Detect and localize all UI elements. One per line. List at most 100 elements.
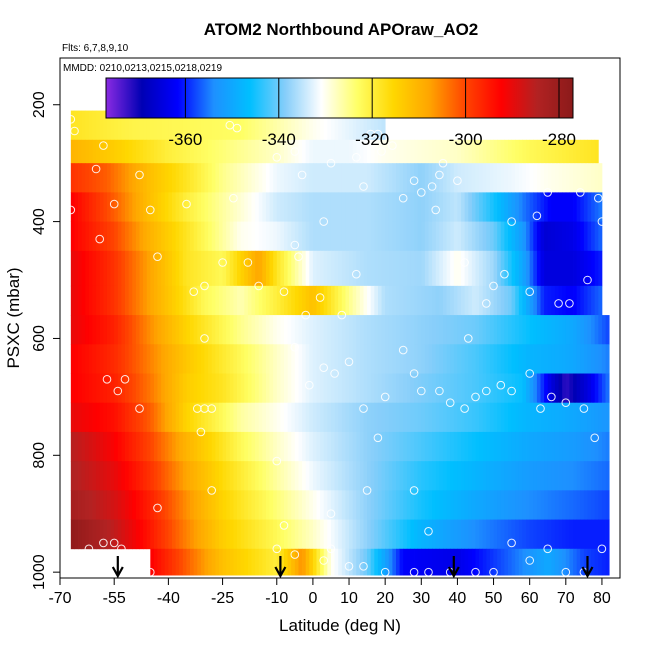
heatmap-cell [442, 519, 447, 550]
heatmap-cell [515, 221, 520, 252]
sample-point [290, 240, 300, 250]
heatmap-cell [215, 461, 220, 491]
heatmap-cell [150, 373, 155, 404]
heatmap-cell [182, 548, 187, 576]
heatmap-cell [265, 344, 270, 374]
heatmap-cell [381, 250, 386, 287]
heatmap-cell [226, 285, 231, 316]
heatmap-cell [461, 250, 466, 287]
heatmap-cell [128, 519, 133, 550]
sample-point [337, 310, 347, 320]
heatmap-cell [576, 139, 581, 164]
sample-point [388, 141, 397, 150]
heatmap-cell [146, 519, 151, 550]
heatmap-cell [349, 163, 354, 193]
heatmap-cell [388, 373, 393, 404]
heatmap-cell [81, 373, 86, 404]
heatmap-cell [117, 431, 122, 462]
heatmap-cell [388, 221, 393, 252]
heatmap-cell [504, 461, 509, 491]
heatmap-cell [403, 490, 408, 520]
heatmap-cell [363, 373, 368, 404]
heatmap-cell [363, 490, 368, 520]
heatmap-cell [240, 163, 245, 193]
heatmap-cell [240, 139, 245, 164]
heatmap-cell [330, 221, 335, 252]
heatmap-cell [99, 373, 104, 404]
heatmap-cell [222, 250, 227, 287]
heatmap-cell [565, 221, 570, 252]
heatmap-cell [338, 461, 343, 491]
heatmap-cell [587, 163, 592, 193]
heatmap-cell [424, 373, 429, 404]
heatmap-cell [302, 285, 307, 316]
dates-label: MMDD: 0210,0213,0215,0218,0219 [63, 63, 222, 74]
heatmap-cell [352, 221, 357, 252]
heatmap-cell [479, 431, 484, 462]
heatmap-cell [363, 139, 368, 164]
heatmap-cell [125, 402, 130, 433]
heatmap-cell [78, 344, 83, 374]
heatmap-cell [594, 344, 599, 374]
heatmap-cell [370, 192, 375, 222]
heatmap-cell [421, 344, 426, 374]
heatmap-cell [258, 431, 263, 462]
heatmap-cell [265, 402, 270, 433]
heatmap-cell [78, 250, 83, 287]
heatmap-cell [587, 519, 592, 550]
heatmap-cell [583, 461, 588, 491]
heatmap-cell [334, 344, 339, 374]
heatmap-cell [349, 431, 354, 462]
heatmap-cell [601, 548, 606, 576]
heatmap-cell [453, 285, 458, 316]
heatmap-cell [601, 461, 606, 491]
heatmap-cell [150, 221, 155, 252]
heatmap-cell [258, 373, 263, 404]
heatmap-cell [591, 431, 596, 462]
heatmap-cell [262, 163, 267, 193]
sample-point [138, 556, 148, 565]
heatmap-cell [251, 373, 256, 404]
heatmap-cell [367, 402, 372, 433]
heatmap-cell [486, 490, 491, 520]
heatmap-cell [237, 461, 242, 491]
heatmap-cell [327, 548, 332, 576]
heatmap-cell [359, 344, 364, 374]
heatmap-cell [508, 139, 513, 164]
heatmap-cell [583, 163, 588, 193]
heatmap-cell [453, 519, 458, 550]
heatmap-cell [482, 315, 487, 345]
heatmap-cell [103, 163, 108, 193]
x-tick-label: 10 [340, 590, 358, 607]
heatmap-cell [341, 490, 346, 520]
heatmap-cell [280, 344, 285, 374]
heatmap-cell [341, 402, 346, 433]
heatmap-cell [377, 110, 382, 141]
heatmap-cell [240, 250, 245, 287]
heatmap-cell [193, 490, 198, 520]
heatmap-cell [558, 548, 563, 576]
heatmap-cell [193, 250, 198, 287]
heatmap-cell [139, 431, 144, 462]
heatmap-cell [284, 373, 289, 404]
heatmap-cell [88, 461, 93, 491]
heatmap-cell [439, 461, 444, 491]
heatmap-cell [536, 221, 541, 252]
heatmap-cell [276, 163, 281, 193]
heatmap-cell [424, 139, 429, 164]
heatmap-cell [374, 344, 379, 374]
heatmap-cell [88, 402, 93, 433]
heatmap-cell [330, 285, 335, 316]
heatmap-cell [211, 110, 216, 141]
heatmap-cell [511, 250, 516, 287]
heatmap-cell [233, 402, 238, 433]
heatmap-cell [403, 461, 408, 491]
heatmap-cell [338, 285, 343, 316]
heatmap-cell [338, 139, 343, 164]
heatmap-cell [573, 315, 578, 345]
heatmap-cell [428, 548, 433, 576]
sample-point [272, 153, 282, 162]
heatmap-cell [370, 163, 375, 193]
heatmap-cell [110, 519, 115, 550]
heatmap-cell [70, 461, 75, 491]
